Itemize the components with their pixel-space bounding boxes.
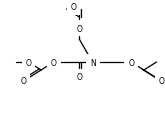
Text: N: N [90, 58, 96, 67]
Text: O: O [128, 58, 134, 67]
Text: O: O [25, 58, 31, 67]
Text: O: O [76, 24, 82, 33]
Text: O: O [21, 77, 26, 86]
Text: O: O [70, 3, 76, 12]
Text: O: O [76, 73, 82, 82]
Text: O: O [51, 58, 57, 67]
Text: O: O [159, 77, 164, 86]
